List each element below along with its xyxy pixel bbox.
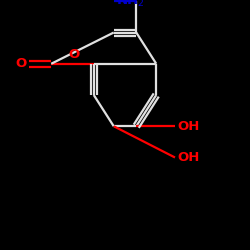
Text: NH$_2$: NH$_2$ — [116, 0, 145, 9]
Text: O: O — [68, 48, 80, 61]
Text: OH: OH — [178, 151, 200, 164]
Text: O: O — [15, 57, 26, 70]
Text: OH: OH — [178, 120, 200, 133]
